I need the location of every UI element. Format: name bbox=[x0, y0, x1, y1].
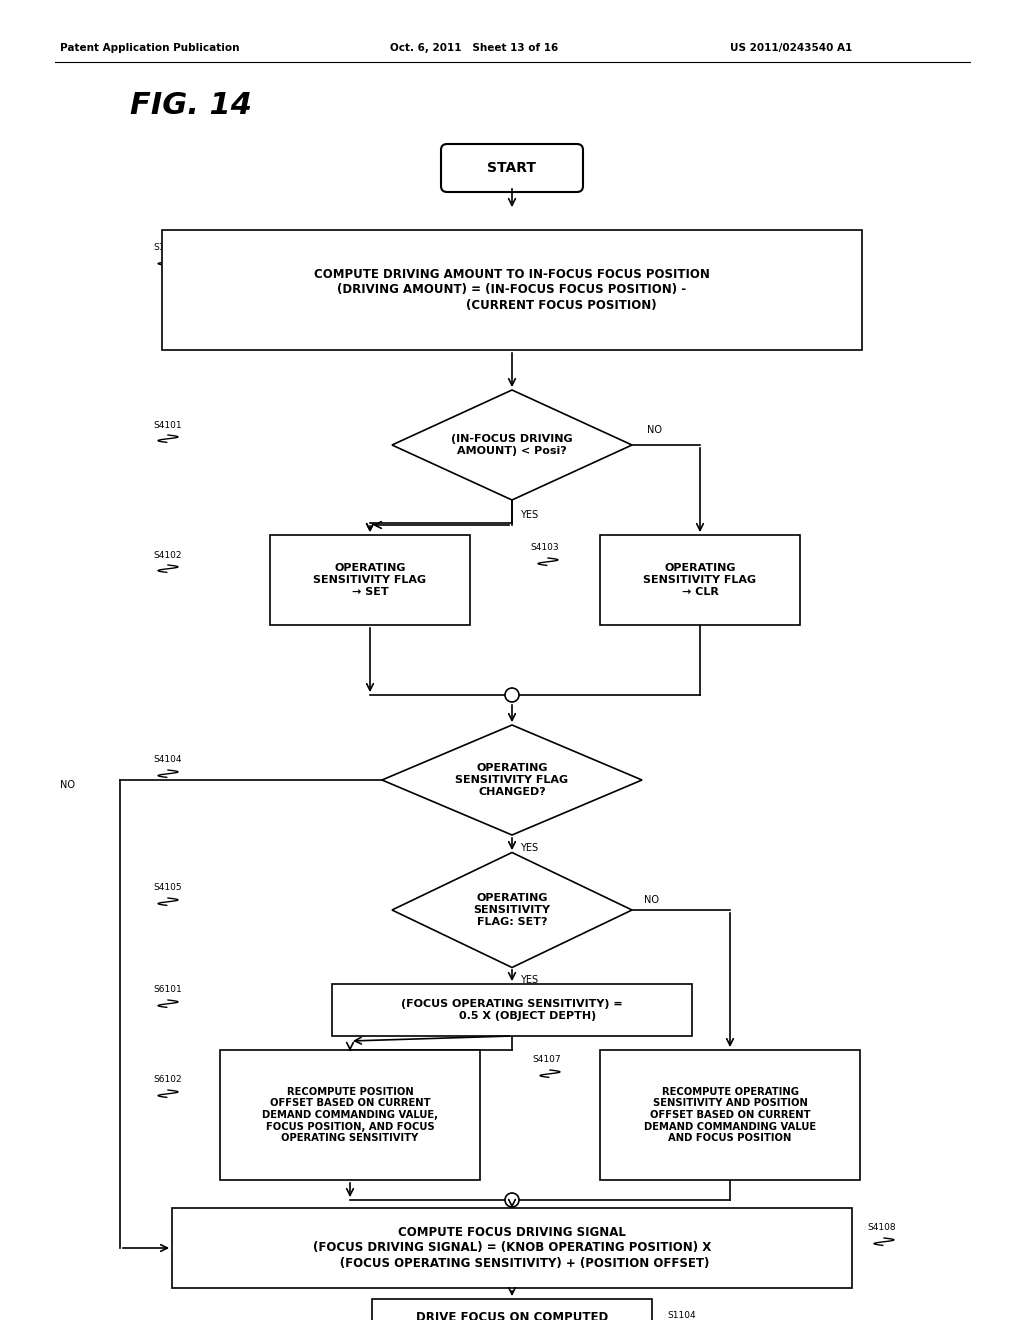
Text: Oct. 6, 2011   Sheet 13 of 16: Oct. 6, 2011 Sheet 13 of 16 bbox=[390, 44, 558, 53]
Circle shape bbox=[505, 688, 519, 702]
Text: Patent Application Publication: Patent Application Publication bbox=[60, 44, 240, 53]
Text: S4104: S4104 bbox=[153, 755, 181, 764]
FancyBboxPatch shape bbox=[172, 1208, 852, 1288]
Circle shape bbox=[505, 1193, 519, 1206]
Text: YES: YES bbox=[520, 975, 539, 985]
Text: OPERATING
SENSITIVITY FLAG
→ SET: OPERATING SENSITIVITY FLAG → SET bbox=[313, 564, 427, 597]
Polygon shape bbox=[392, 853, 632, 968]
Text: S4108: S4108 bbox=[867, 1224, 896, 1233]
FancyBboxPatch shape bbox=[372, 1299, 652, 1320]
Text: S1104: S1104 bbox=[667, 1311, 695, 1320]
Text: COMPUTE DRIVING AMOUNT TO IN-FOCUS FOCUS POSITION
(DRIVING AMOUNT) = (IN-FOCUS F: COMPUTE DRIVING AMOUNT TO IN-FOCUS FOCUS… bbox=[314, 268, 710, 312]
Text: US 2011/0243540 A1: US 2011/0243540 A1 bbox=[730, 44, 852, 53]
Text: S4105: S4105 bbox=[153, 883, 181, 892]
Text: S4107: S4107 bbox=[532, 1056, 560, 1064]
Text: START: START bbox=[487, 161, 537, 176]
FancyBboxPatch shape bbox=[600, 1049, 860, 1180]
Text: S4101: S4101 bbox=[153, 421, 181, 429]
FancyBboxPatch shape bbox=[600, 535, 800, 624]
Polygon shape bbox=[382, 725, 642, 836]
Text: COMPUTE FOCUS DRIVING SIGNAL
(FOCUS DRIVING SIGNAL) = (KNOB OPERATING POSITION) : COMPUTE FOCUS DRIVING SIGNAL (FOCUS DRIV… bbox=[313, 1226, 711, 1270]
Text: YES: YES bbox=[520, 843, 539, 853]
Polygon shape bbox=[392, 389, 632, 500]
Text: (IN-FOCUS DRIVING
AMOUNT) < Posi?: (IN-FOCUS DRIVING AMOUNT) < Posi? bbox=[452, 434, 572, 455]
FancyBboxPatch shape bbox=[441, 144, 583, 191]
Text: S4102: S4102 bbox=[153, 550, 181, 560]
FancyBboxPatch shape bbox=[162, 230, 862, 350]
Text: OPERATING
SENSITIVITY FLAG
CHANGED?: OPERATING SENSITIVITY FLAG CHANGED? bbox=[456, 763, 568, 796]
FancyBboxPatch shape bbox=[332, 983, 692, 1036]
Text: FIG. 14: FIG. 14 bbox=[130, 91, 252, 120]
Text: NO: NO bbox=[60, 780, 75, 789]
Text: OPERATING
SENSITIVITY
FLAG: SET?: OPERATING SENSITIVITY FLAG: SET? bbox=[473, 894, 551, 927]
FancyBboxPatch shape bbox=[220, 1049, 480, 1180]
FancyBboxPatch shape bbox=[270, 535, 470, 624]
Text: (FOCUS OPERATING SENSITIVITY) =
        0.5 X (OBJECT DEPTH): (FOCUS OPERATING SENSITIVITY) = 0.5 X (O… bbox=[401, 999, 623, 1020]
Text: RECOMPUTE OPERATING
SENSITIVITY AND POSITION
OFFSET BASED ON CURRENT
DEMAND COMM: RECOMPUTE OPERATING SENSITIVITY AND POSI… bbox=[644, 1086, 816, 1143]
Text: S6102: S6102 bbox=[153, 1076, 181, 1085]
Text: YES: YES bbox=[520, 510, 539, 520]
Text: S4103: S4103 bbox=[530, 544, 559, 553]
Text: NO: NO bbox=[644, 895, 659, 906]
Text: DRIVE FOCUS ON COMPUTED
FOCUS DRIVING SIGNAL: DRIVE FOCUS ON COMPUTED FOCUS DRIVING SI… bbox=[416, 1311, 608, 1320]
Text: NO: NO bbox=[647, 425, 662, 436]
Text: RECOMPUTE POSITION
OFFSET BASED ON CURRENT
DEMAND COMMANDING VALUE,
FOCUS POSITI: RECOMPUTE POSITION OFFSET BASED ON CURRE… bbox=[262, 1086, 438, 1143]
Text: OPERATING
SENSITIVITY FLAG
→ CLR: OPERATING SENSITIVITY FLAG → CLR bbox=[643, 564, 757, 597]
Text: S1101: S1101 bbox=[153, 243, 181, 252]
Text: S6101: S6101 bbox=[153, 986, 181, 994]
